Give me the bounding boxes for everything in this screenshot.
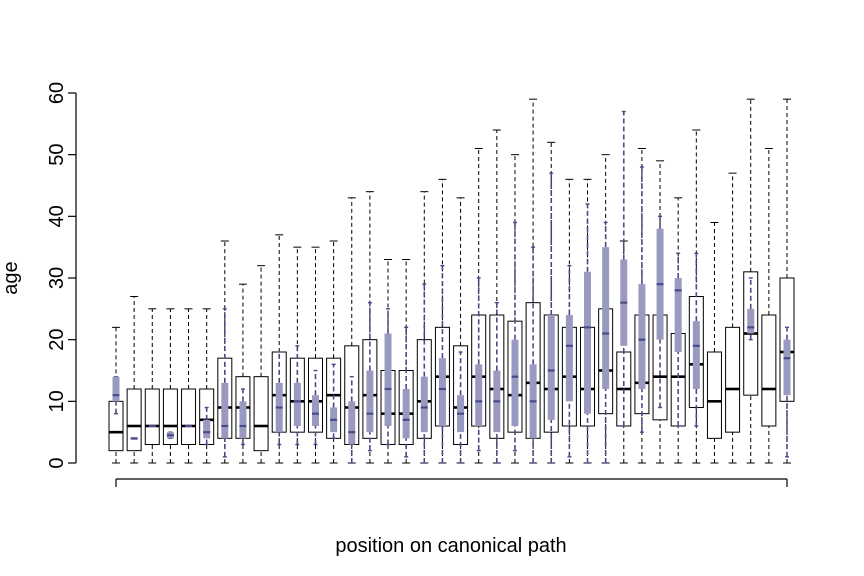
iqr-box [565, 315, 573, 402]
overlay-box [311, 369, 319, 446]
iqr-box [547, 315, 555, 420]
overlay-box [366, 301, 374, 452]
iqr-box [420, 376, 428, 433]
overlay-box [638, 166, 646, 433]
y-tick-label: 50 [46, 144, 68, 166]
iqr-box [203, 419, 211, 439]
iqr-box [239, 401, 247, 439]
outline-box [126, 296, 142, 464]
overlay-box [166, 431, 174, 440]
overlay-box [293, 345, 301, 446]
overlay-box [185, 424, 193, 428]
iqr-box [511, 339, 519, 426]
iqr-box [475, 364, 483, 426]
y-axis: 0 10 20 30 40 50 60 [46, 82, 77, 469]
outline-box [162, 308, 178, 464]
outline-box [706, 222, 722, 464]
overlay-box [620, 110, 628, 427]
overlay-box [203, 406, 211, 446]
overlay-box [330, 363, 338, 440]
iqr-box [761, 314, 777, 427]
overlay-box [529, 246, 537, 464]
iqr-box [674, 278, 682, 352]
y-axis-title: age [0, 261, 22, 294]
overlay-box [348, 375, 356, 464]
overlay-box [239, 388, 247, 446]
overlay-box [475, 277, 483, 452]
iqr-box [584, 271, 592, 414]
overlay-box [420, 283, 428, 464]
iqr-box [162, 388, 178, 445]
iqr-box [366, 370, 374, 433]
overlay-box-series [112, 110, 791, 464]
outline-box [181, 308, 197, 464]
y-tick-label: 60 [46, 82, 68, 104]
y-tick-label: 0 [46, 457, 68, 468]
iqr-box [692, 321, 700, 389]
y-tick-label: 10 [46, 390, 68, 412]
iqr-box [783, 339, 791, 396]
overlay-box [547, 172, 555, 464]
overlay-box [692, 252, 700, 427]
overlay-box [130, 437, 138, 440]
iqr-box [402, 389, 410, 439]
overlay-box [783, 326, 791, 458]
iqr-box [112, 376, 120, 402]
overlay-box [221, 308, 229, 458]
y-tick-label: 20 [46, 329, 68, 351]
overlay-box [747, 277, 755, 341]
overlay-box [148, 424, 156, 428]
x-axis-title: position on canonical path [335, 535, 566, 557]
iqr-box [706, 351, 722, 439]
outline-box-series [108, 98, 795, 464]
overlay-box [602, 221, 610, 464]
overlay-box [584, 203, 592, 464]
overlay-box [493, 301, 501, 464]
overlay-box [384, 308, 392, 446]
iqr-box [438, 358, 446, 426]
iqr-box [779, 277, 795, 402]
y-tick-label: 30 [46, 267, 68, 289]
x-axis [115, 478, 788, 487]
overlay-box [402, 326, 410, 458]
outline-box [761, 148, 777, 464]
overlay-box [511, 221, 519, 452]
iqr-box [253, 376, 269, 452]
overlay-box [674, 252, 682, 427]
y-tick-label: 40 [46, 205, 68, 227]
overlay-box [438, 264, 446, 464]
outline-box [307, 246, 323, 464]
overlay-box [457, 351, 465, 464]
outline-box [144, 308, 160, 464]
overlay-box [112, 375, 120, 415]
iqr-box [384, 333, 392, 426]
overlay-box [275, 351, 283, 446]
iqr-box [221, 382, 229, 439]
iqr-box [311, 395, 319, 426]
iqr-box [348, 401, 356, 445]
iqr-box [602, 247, 610, 389]
iqr-box [181, 388, 197, 445]
iqr-box [144, 388, 160, 445]
iqr-box [725, 326, 741, 433]
iqr-box [126, 388, 142, 452]
iqr-box [293, 382, 301, 426]
outline-box [725, 172, 741, 464]
overlay-box [656, 215, 664, 409]
outline-box [253, 265, 269, 464]
iqr-box [747, 308, 755, 334]
iqr-box [638, 284, 646, 389]
overlay-box [565, 264, 573, 458]
